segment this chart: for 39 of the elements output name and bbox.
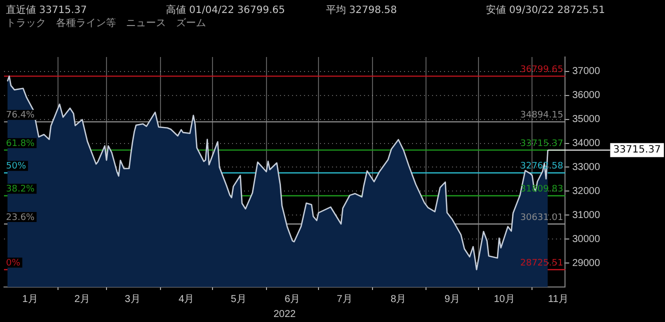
y-tick-label: 33000 xyxy=(572,162,600,173)
x-tick-label: 4月 xyxy=(178,294,194,305)
y-tick-label: 36000 xyxy=(572,90,600,102)
x-tick-label: 11月 xyxy=(548,294,568,305)
x-tick-label: 5月 xyxy=(230,294,246,305)
text: 平均 32798.58 xyxy=(326,4,398,17)
y-tick-label: 35000 xyxy=(572,114,600,126)
text: ズーム xyxy=(176,17,206,30)
ref-line-label: 36799.65 xyxy=(520,65,564,76)
x-tick-label: 2月 xyxy=(74,294,90,305)
x-tick-label: 1月 xyxy=(22,294,38,305)
text: ニュース xyxy=(126,17,166,30)
y-tick-label: 29000 xyxy=(572,258,600,269)
x-tick-label: 6月 xyxy=(284,294,300,305)
text: 安値 09/30/22 28725.51 xyxy=(486,4,606,17)
text: 高値 01/04/22 36799.65 xyxy=(166,4,286,17)
y-tick-label: 37000 xyxy=(572,66,600,78)
text: トラック xyxy=(6,17,46,30)
text: 各種ライン等 xyxy=(56,17,116,30)
ref-line-label: 30631.01 xyxy=(520,212,564,223)
y-tick-label: 30000 xyxy=(572,234,600,245)
x-tick-label: 3月 xyxy=(124,294,140,305)
x-tick-label: 10月 xyxy=(494,294,515,305)
annotation: 38.2% xyxy=(6,184,36,195)
y-tick-label: 34000 xyxy=(572,138,600,149)
x-tick-label: 8月 xyxy=(390,294,406,305)
annotation: 0% xyxy=(6,258,21,268)
annotation: 33715.37 xyxy=(613,144,661,156)
ref-line-label: 28725.51 xyxy=(520,258,564,268)
annotation: 61.8% xyxy=(6,138,36,149)
annotation: 23.6% xyxy=(6,212,36,223)
x-tick-label: 7月 xyxy=(336,294,352,305)
annotation: 50% xyxy=(6,162,26,172)
annotation: 76.4% xyxy=(6,110,36,121)
y-tick-label: 32000 xyxy=(572,186,600,197)
x-tick-label: 9月 xyxy=(444,294,460,305)
y-tick-label: 31000 xyxy=(572,210,600,221)
x-axis-title: 2022 xyxy=(273,308,296,320)
text: 直近値 33715.37 xyxy=(6,4,88,17)
